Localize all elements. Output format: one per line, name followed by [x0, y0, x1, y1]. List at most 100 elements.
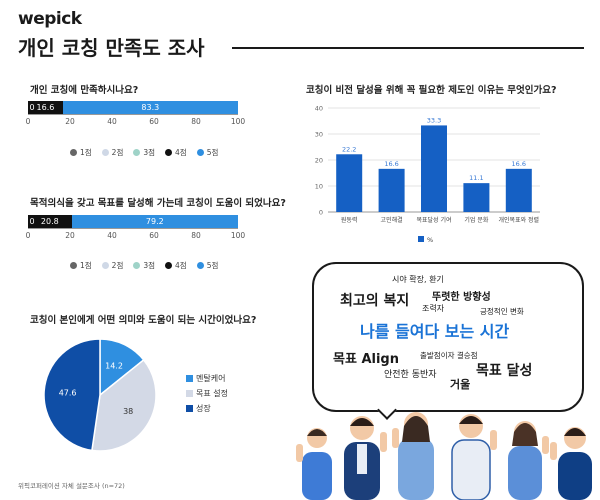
- q1-stacked-bar: [28, 101, 238, 114]
- person-2: [344, 416, 387, 500]
- q2-title: 목적의식을 갖고 목표를 달성해 가는데 코칭이 도움이 되었나요?: [30, 198, 286, 209]
- legend-label: 4점: [175, 148, 187, 157]
- legend-swatch: [101, 149, 109, 156]
- person-1: [296, 428, 332, 500]
- legend-swatch: [70, 149, 77, 156]
- q2-legend-item: 3점: [133, 260, 155, 271]
- q3-x-tick: 목표달성 기여: [416, 216, 451, 224]
- title-divider: [232, 47, 584, 49]
- word-3: 조력자: [422, 304, 445, 313]
- legend-label: 목표 설정: [196, 389, 228, 398]
- legend-swatch: [133, 149, 141, 156]
- legend-swatch: [186, 405, 193, 412]
- legend-swatch: [165, 262, 173, 269]
- word-9: 목표 달성: [476, 363, 533, 379]
- q2-legend-item: 5점: [196, 260, 219, 271]
- q1-legend-item: 1점: [70, 147, 92, 158]
- q1-title: 개인 코칭에 만족하시나요?: [30, 85, 139, 96]
- legend-label: 2점: [111, 261, 124, 270]
- q4-pie-slice: [43, 338, 101, 452]
- q4-legend-item: 멘탈케어: [186, 373, 228, 384]
- q3-y-tick: 10: [315, 183, 323, 191]
- q1-x-tick: 40: [107, 117, 117, 126]
- q3-x-tick: 기업 문화: [464, 216, 488, 224]
- word-1: 최고의 복지: [340, 293, 410, 309]
- q2-segment-label-4: 20.8: [40, 217, 59, 226]
- q2-chart: 0 20.8 79.2 0 20 40 60 80 100: [26, 215, 245, 240]
- person-5: [508, 421, 549, 500]
- legend-swatch: [196, 149, 204, 156]
- people-illustration: [296, 412, 592, 500]
- q2-x-tick: 40: [107, 231, 117, 240]
- word-6: 목표 Align: [333, 352, 399, 367]
- q2-x-tick: 0: [25, 231, 31, 240]
- q3-x-tick: 원동력: [341, 216, 358, 224]
- q1-legend: 1점 2점 3점 4점 5점: [70, 147, 218, 158]
- q3-bar-chart: 0 10 20 30 40 22.2 원동력 16.6 고민해결 33.3 목표달성 기여 11.1 기…: [315, 105, 540, 244]
- q1-segment-5: [62, 101, 238, 114]
- q2-segment-4: [28, 215, 72, 228]
- q3-bar: [336, 154, 363, 212]
- q2-segment-label-1: 0: [28, 215, 36, 228]
- q4-pie-chart: 14.2 38 47.6: [43, 338, 157, 452]
- q1-x-axis: [28, 114, 238, 115]
- q1-legend-item: 3점: [133, 147, 155, 158]
- q2-segment-5: [71, 215, 238, 228]
- q3-data-label: 11.1: [469, 174, 483, 182]
- q3-y-tick: 20: [315, 157, 323, 165]
- word-8: 안전한 동반자: [384, 370, 437, 380]
- person-4: [451, 414, 497, 500]
- q2-x-tick: 100: [230, 231, 246, 240]
- person-3: [392, 412, 434, 500]
- q1-x-tick: 60: [149, 117, 159, 126]
- q3-bar: [378, 168, 405, 212]
- q2-x-tick: 80: [191, 231, 201, 240]
- q3-y-tick: 0: [319, 209, 323, 217]
- legend-label: 성장: [196, 404, 211, 413]
- q4-pie-slice: [91, 358, 157, 452]
- legend-label: 멘탈케어: [196, 374, 226, 383]
- q1-segment-label-5: 83.3: [141, 103, 160, 112]
- q3-x-tick: 개인목표와 정렬: [499, 216, 540, 224]
- word-5: 나를 들여다 보는 시간: [360, 322, 510, 341]
- page-title: 개인 코칭 만족도 조사: [18, 36, 205, 60]
- q2-stacked-bar: [28, 215, 238, 228]
- q2-x-axis: [28, 228, 238, 229]
- legend-swatch: [70, 262, 77, 269]
- q3-y-tick: 30: [315, 131, 323, 139]
- q4-pie-slice: [99, 338, 145, 397]
- legend-swatch: [101, 262, 109, 269]
- q1-x-tick: 100: [230, 117, 246, 126]
- q2-legend-item: 2점: [101, 260, 124, 271]
- q2-legend-item: 4점: [165, 260, 187, 271]
- person-6: [550, 427, 592, 500]
- q3-bar: [421, 125, 447, 212]
- legend-label: 1점: [80, 148, 92, 157]
- legend-swatch: [186, 390, 193, 397]
- word-7: 출발점이자 결승점: [420, 351, 478, 360]
- word-2: 뚜렷한 방향성: [432, 292, 491, 303]
- q3-bar: [463, 183, 490, 212]
- q4-legend-item: 성장: [186, 403, 228, 414]
- word-4: 긍정적인 변화: [480, 307, 524, 316]
- q2-x-tick: 60: [149, 231, 159, 240]
- q1-x-tick: 80: [191, 117, 201, 126]
- q3-legend-swatch: [418, 236, 424, 242]
- q1-x-tick: 20: [65, 117, 75, 126]
- q3-data-label: 16.6: [512, 160, 526, 168]
- word-0: 시야 확장, 환기: [392, 275, 444, 284]
- legend-label: 3점: [143, 148, 156, 157]
- source-note: 위픽코퍼레이션 자체 설문조사 (n=72): [18, 482, 125, 490]
- q3-legend-label: %: [427, 236, 433, 244]
- legend-swatch: [165, 149, 173, 156]
- q1-segment-label-4: 16.6: [36, 103, 55, 112]
- q4-title: 코칭이 본인에게 어떤 의미와 도움이 되는 시간이었나요?: [30, 315, 257, 326]
- legend-label: 3점: [143, 261, 156, 270]
- legend-swatch: [133, 262, 141, 269]
- q3-y-tick: 40: [315, 105, 323, 113]
- q1-x-tick: 0: [25, 117, 31, 126]
- legend-label: 5점: [206, 148, 219, 157]
- legend-label: 5점: [206, 261, 219, 270]
- q3-bar: [505, 168, 532, 212]
- q2-segment-label-5: 79.2: [145, 217, 164, 226]
